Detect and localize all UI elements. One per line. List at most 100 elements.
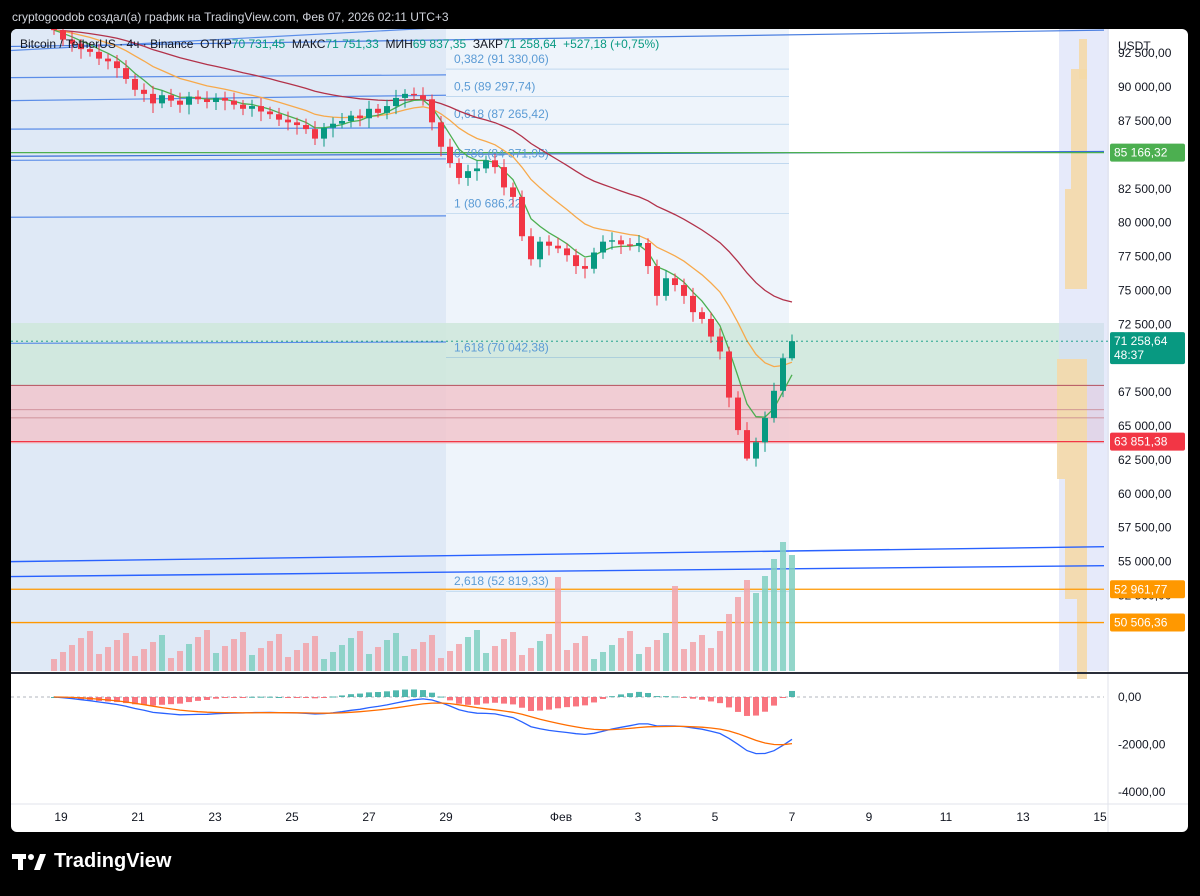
macd-histogram-bar: [690, 697, 696, 699]
volume-bar: [618, 638, 624, 671]
macd-histogram-bar: [150, 697, 156, 706]
volume-bar: [87, 631, 93, 671]
volume-bar: [240, 632, 246, 671]
ema-mid-line: [53, 29, 793, 368]
candle-body: [294, 122, 300, 126]
candle-body: [285, 119, 291, 123]
volume-bar: [501, 639, 507, 671]
support-zone-green: [11, 322, 1104, 386]
open-label: ОТКР: [200, 37, 232, 51]
volume-bar: [366, 654, 372, 671]
fib-label: 1 (80 686,22): [454, 196, 525, 210]
x-tick-label: 21: [131, 810, 145, 824]
macd-histogram-bar: [267, 696, 273, 698]
x-tick-label: 3: [635, 810, 642, 824]
volume-bar: [159, 635, 165, 671]
candle-body: [510, 187, 516, 197]
volume-bar: [60, 652, 66, 671]
volume-bar: [465, 637, 471, 671]
macd-histogram-bar: [465, 697, 471, 705]
macd-histogram-bar: [348, 694, 354, 697]
y-tick-label: 67 500,00: [1118, 385, 1172, 399]
volume-bar: [339, 645, 345, 671]
candle-body: [330, 123, 336, 128]
candle-body: [186, 96, 192, 105]
x-tick-label: 5: [712, 810, 719, 824]
volume-profile-bar: [1071, 69, 1087, 189]
volume-bar: [438, 658, 444, 671]
candle-body: [492, 160, 498, 168]
tradingview-logo-icon: [12, 852, 46, 872]
macd-histogram-bar: [402, 689, 408, 697]
candle-body: [276, 114, 282, 120]
candle-body: [528, 236, 534, 260]
candle-body: [564, 248, 570, 256]
macd-histogram-bar: [762, 697, 768, 712]
y-tick-label: 87 500,00: [1118, 114, 1172, 128]
volume-bar: [294, 650, 300, 671]
candle-body: [582, 266, 588, 269]
macd-histogram-bar: [321, 697, 327, 698]
candle-body: [717, 336, 723, 352]
candle-body: [204, 99, 210, 103]
volume-bar: [69, 645, 75, 671]
macd-histogram-bar: [726, 697, 732, 708]
volume-bar: [609, 645, 615, 671]
volume-bar: [627, 631, 633, 671]
macd-histogram-bar: [438, 696, 444, 698]
candle-body: [456, 163, 462, 178]
signal-line: [53, 696, 793, 746]
volume-bar: [330, 652, 336, 671]
volume-bar: [213, 653, 219, 671]
volume-bar: [303, 643, 309, 671]
candle-body: [168, 95, 174, 101]
macd-histogram-bar: [294, 697, 300, 698]
macd-histogram-bar: [735, 697, 741, 712]
price-marker: [1110, 432, 1185, 451]
price-marker-label: 71 258,64: [1114, 334, 1168, 348]
candle-body: [195, 96, 201, 100]
tradingview-brand[interactable]: TradingView: [12, 850, 171, 873]
macd-histogram-bar: [510, 697, 516, 705]
macd-histogram-bar: [384, 691, 390, 697]
close-label: ЗАКР: [472, 37, 504, 51]
close-value: 71 258,64: [503, 37, 557, 51]
macd-histogram-bar: [609, 696, 615, 698]
candle-body: [762, 417, 768, 443]
x-tick-label: 11: [940, 810, 953, 824]
macd-histogram-bar: [159, 697, 165, 705]
x-tick-label: 13: [1016, 810, 1030, 824]
candle-body: [69, 39, 75, 44]
y-tick-label: 92 500,00: [1118, 46, 1172, 60]
y-tick-label: 72 500,00: [1118, 317, 1172, 331]
candle-body: [609, 240, 615, 242]
volume-profile-bar: [1065, 189, 1087, 289]
candle-body: [663, 278, 669, 296]
macd-histogram-bar: [105, 697, 111, 702]
macd-tick-label: -2000,00: [1118, 738, 1166, 752]
candle-body: [600, 241, 606, 253]
macd-histogram-bar: [177, 697, 183, 704]
y-tick-label: 57 500,00: [1118, 521, 1172, 535]
macd-histogram-bar: [222, 697, 228, 698]
candle-body: [780, 358, 786, 391]
candle-body: [384, 106, 390, 113]
macd-histogram-bar: [411, 689, 417, 697]
fib-label: 2,618 (52 819,33): [454, 574, 549, 588]
volume-bar: [114, 640, 120, 671]
volume-bar: [411, 649, 417, 671]
candle-body: [699, 312, 705, 319]
macd-histogram-bar: [123, 697, 129, 704]
trend-line: [11, 564, 1105, 578]
macd-histogram-bar: [708, 697, 714, 702]
symbol-name[interactable]: Bitcoin / TetherUS · 4ч · Binance: [20, 37, 194, 51]
x-tick-label: 15: [1093, 810, 1107, 824]
volume-bar: [231, 639, 237, 671]
volume-bar: [636, 654, 642, 671]
volume-bar: [762, 576, 768, 671]
x-tick-label: 7: [789, 810, 796, 824]
fib-label: 0,786 (84 371,95): [454, 146, 549, 160]
high-label: МАКС: [291, 37, 326, 51]
